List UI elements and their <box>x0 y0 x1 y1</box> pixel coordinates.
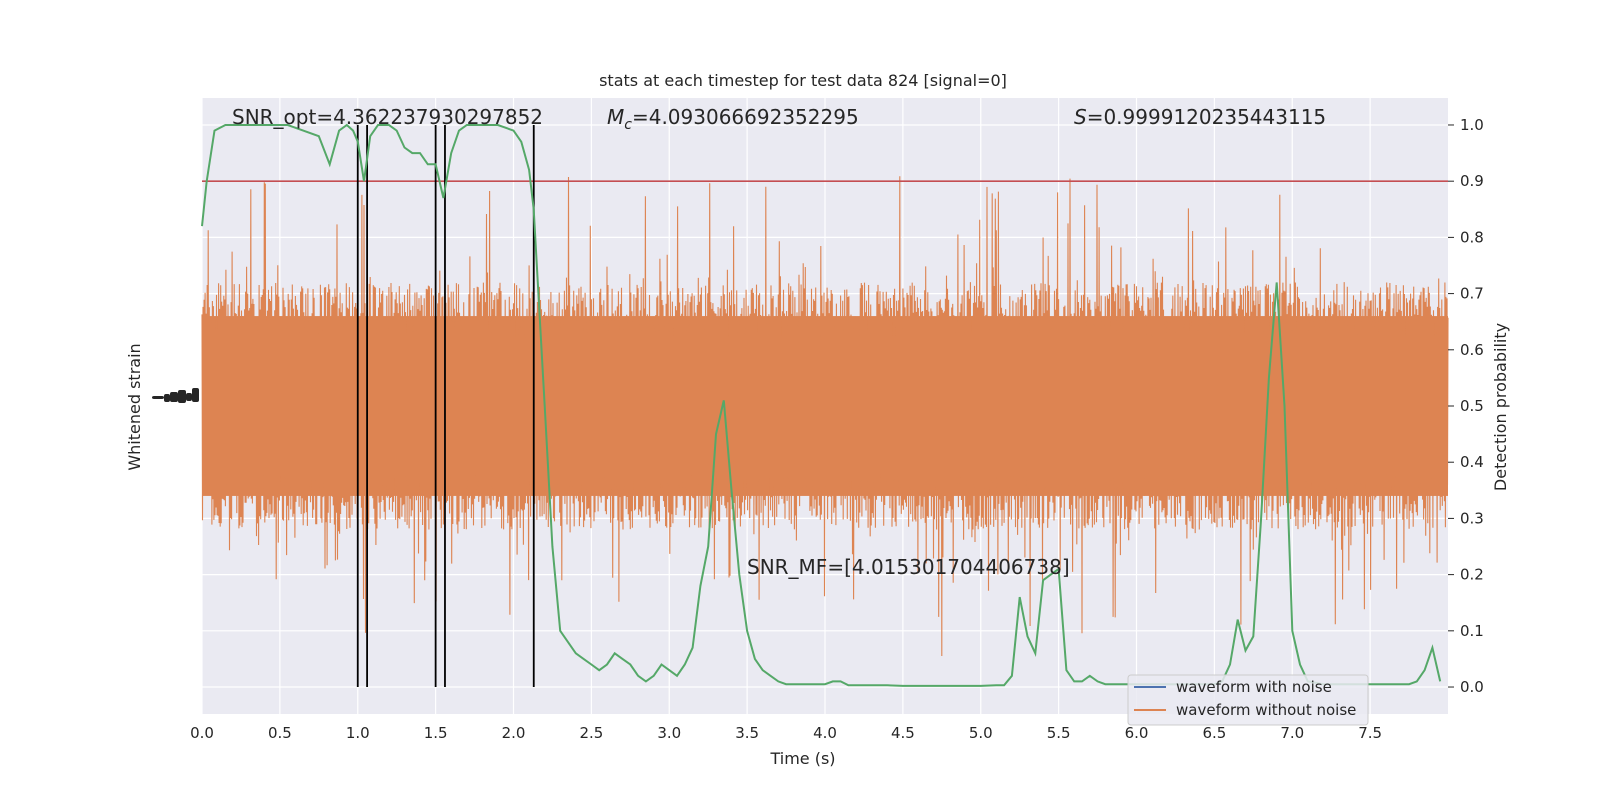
strain-line-clean <box>201 176 1449 657</box>
legend: waveform with noise waveform without noi… <box>1127 674 1369 726</box>
x-tick-label: 4.0 <box>813 724 837 742</box>
right-axis-label: Detection probability <box>1491 323 1510 491</box>
y-tick-label: 0.0 <box>1460 678 1484 696</box>
detection-probability-line <box>201 123 1442 687</box>
y-tick-label: 0.2 <box>1460 566 1484 584</box>
y-tick-label: 0.3 <box>1460 509 1484 527</box>
left-tick-mark <box>178 390 186 403</box>
y-tick-label: 0.4 <box>1460 453 1484 471</box>
chirp-mass-annotation: Mc=4.093066692352295 <box>607 105 859 133</box>
s-symbol: S <box>1074 105 1087 129</box>
y-tick-label: 0.6 <box>1460 341 1484 359</box>
x-tick-label: 0.5 <box>268 724 292 742</box>
chart-title: stats at each timestep for test data 824… <box>599 71 1007 90</box>
legend-label-clean: waveform without noise <box>1176 701 1356 719</box>
left-tick-mark <box>170 392 178 402</box>
chirp-mass-symbol: M <box>607 105 624 129</box>
x-tick-label: 2.5 <box>579 724 603 742</box>
x-tick-label: 2.0 <box>502 724 526 742</box>
y-tick-label: 0.8 <box>1460 228 1484 246</box>
left-tick-mark <box>192 388 199 402</box>
left-tick-mark <box>186 393 192 401</box>
snr-mf-annotation: SNR_MF=[4.015301704406738] <box>747 555 1070 579</box>
x-tick-label: 6.5 <box>1202 724 1226 742</box>
x-tick-label: 1.0 <box>346 724 370 742</box>
x-tick-label: 5.0 <box>969 724 993 742</box>
s-value: =0.9999120235443115 <box>1087 105 1326 129</box>
x-axis-ticks: 0.0 0.5 1.0 1.5 2.0 2.5 3.0 3.5 4.0 4.5 5.0 5.5 6.0 6… <box>190 724 1382 742</box>
x-tick-label: 0.0 <box>190 724 214 742</box>
legend-label-noise: waveform with noise <box>1176 678 1332 696</box>
x-axis-label: Time (s) <box>769 749 835 768</box>
x-tick-label: 1.5 <box>424 724 448 742</box>
y-axis-ticks: 0.0 0.1 0.2 0.3 0.4 0.5 0.6 0.7 0.8 0.9 1.0 <box>1448 116 1484 696</box>
y-tick-label: 0.5 <box>1460 397 1484 415</box>
left-axis-ticks <box>152 388 199 403</box>
x-tick-label: 4.5 <box>891 724 915 742</box>
y-tick-label: 0.1 <box>1460 622 1484 640</box>
left-tick-mark <box>164 394 170 402</box>
y-tick-label: 0.9 <box>1460 172 1484 190</box>
y-tick-label: 0.7 <box>1460 285 1484 303</box>
x-tick-label: 3.5 <box>735 724 759 742</box>
x-tick-label: 6.0 <box>1125 724 1149 742</box>
y-tick-label: 1.0 <box>1460 116 1484 134</box>
x-tick-label: 5.5 <box>1047 724 1071 742</box>
snr-opt-annotation: SNR_opt=4.362237930297852 <box>232 105 543 129</box>
chirp-mass-value: =4.093066692352295 <box>632 105 859 129</box>
chirp-mass-subscript: c <box>624 117 632 133</box>
strain-series <box>201 176 1449 657</box>
left-tick-mark <box>152 396 164 399</box>
x-tick-label: 7.0 <box>1280 724 1304 742</box>
x-tick-label: 3.0 <box>657 724 681 742</box>
legend-box <box>1127 674 1369 726</box>
probability-series <box>201 123 1442 687</box>
s-annotation: S=0.9999120235443115 <box>1074 105 1326 129</box>
left-axis-label: Whitened strain <box>125 343 144 470</box>
x-tick-label: 7.5 <box>1358 724 1382 742</box>
